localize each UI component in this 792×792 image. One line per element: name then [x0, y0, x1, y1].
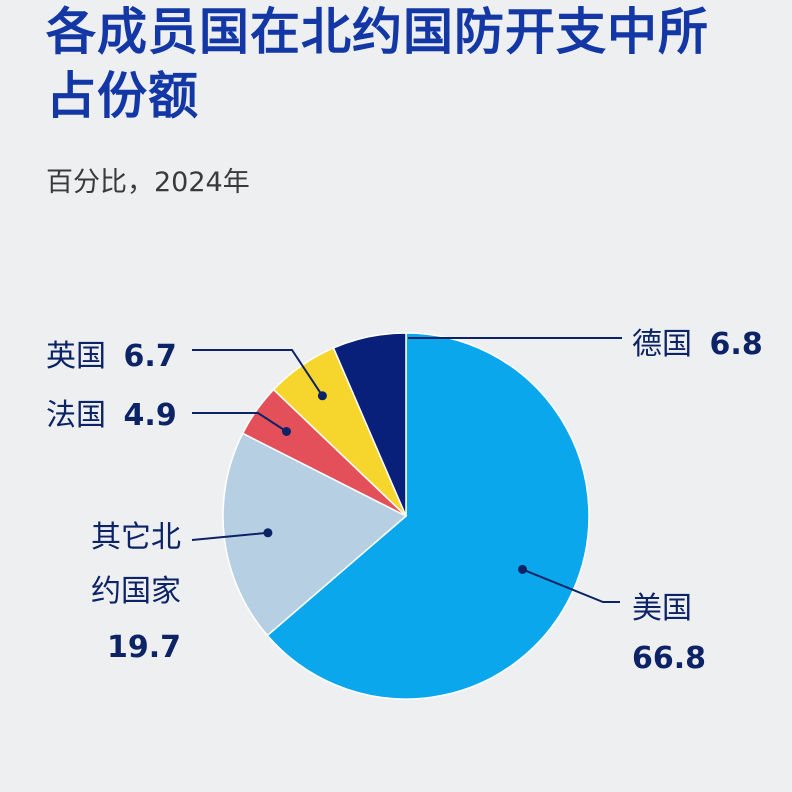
label-other-line-2: 约国家	[91, 574, 181, 609]
label-us-value: 66.8	[632, 641, 706, 676]
label-us-name: 美国	[632, 591, 692, 626]
label-uk: 英国 6.7	[46, 339, 177, 374]
leader-lines	[191, 337, 622, 603]
label-other-line-1: 其它北	[91, 520, 181, 555]
label-france: 法国 4.9	[46, 398, 177, 433]
label-other-value: 19.7	[107, 630, 181, 665]
leader-line-other	[191, 531, 268, 541]
leader-dot-us	[518, 564, 527, 574]
label-uk-value: 6.7	[124, 339, 177, 374]
label-germany-value: 6.8	[710, 327, 763, 362]
leader-line-us	[522, 568, 620, 603]
chart-title: 各成员国在北约国防开支中所 占份额	[46, 0, 766, 128]
label-germany-name: 德国	[632, 327, 692, 362]
label-france-name: 法国	[46, 398, 106, 433]
label-germany: 德国 6.8	[632, 327, 763, 362]
pie-slices	[222, 332, 590, 700]
chart-subtitle: 百分比，2024年	[46, 167, 250, 198]
leader-dot-fr	[282, 427, 291, 436]
chart-title-line-1: 各成员国在北约国防开支中所	[46, 3, 709, 61]
leader-dot-other	[263, 528, 273, 538]
pie-slice-us	[266, 332, 590, 700]
leader-line-fr	[192, 412, 288, 433]
leader-dot-uk	[317, 391, 327, 401]
pie-slice-de	[332, 332, 407, 517]
leader-line-uk	[192, 349, 324, 397]
pie-slice-other	[222, 432, 407, 637]
label-uk-name: 英国	[46, 339, 106, 374]
chart-title-line-2: 占份额	[46, 67, 199, 125]
label-france-value: 4.9	[124, 398, 177, 433]
